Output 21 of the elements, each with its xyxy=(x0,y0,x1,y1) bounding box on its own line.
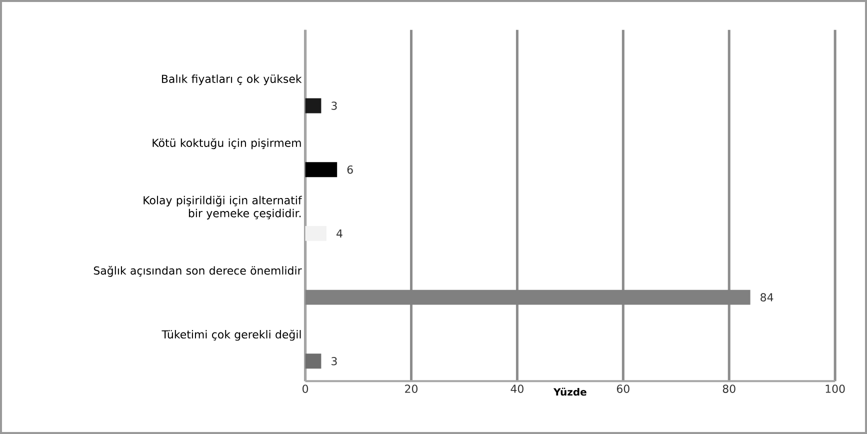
data-label: 3 xyxy=(332,357,337,366)
y-tick-label: Sağlık açısından son derece önemlidir xyxy=(94,266,302,277)
y-tick-label: Balık fiyatları ç ok yüksek xyxy=(162,74,302,86)
bar xyxy=(305,226,326,241)
bar xyxy=(305,354,322,369)
y-tick-label: Tüketimi çok gerekli değil xyxy=(162,330,301,341)
y-tick-label: Kötü koktuğu için pişirmem xyxy=(152,138,301,150)
x-tick-label: 100 xyxy=(826,384,845,393)
x-axis-title: Yüzde xyxy=(553,388,586,396)
bar xyxy=(305,98,322,114)
data-label: 6 xyxy=(347,165,353,174)
x-tick-label: 20 xyxy=(405,384,418,393)
x-tick-label: 80 xyxy=(722,384,736,393)
x-tick-label: 0 xyxy=(302,384,308,393)
x-tick-label: 60 xyxy=(616,384,630,393)
bar xyxy=(305,162,338,178)
x-tick-label: 40 xyxy=(510,384,524,393)
data-label: 4 xyxy=(336,229,342,238)
data-label: 3 xyxy=(332,102,337,110)
data-label: 84 xyxy=(760,293,774,302)
y-tick-label: Kolay pişirildiği için alternatif bir yemeke çeşididir. xyxy=(144,196,302,220)
